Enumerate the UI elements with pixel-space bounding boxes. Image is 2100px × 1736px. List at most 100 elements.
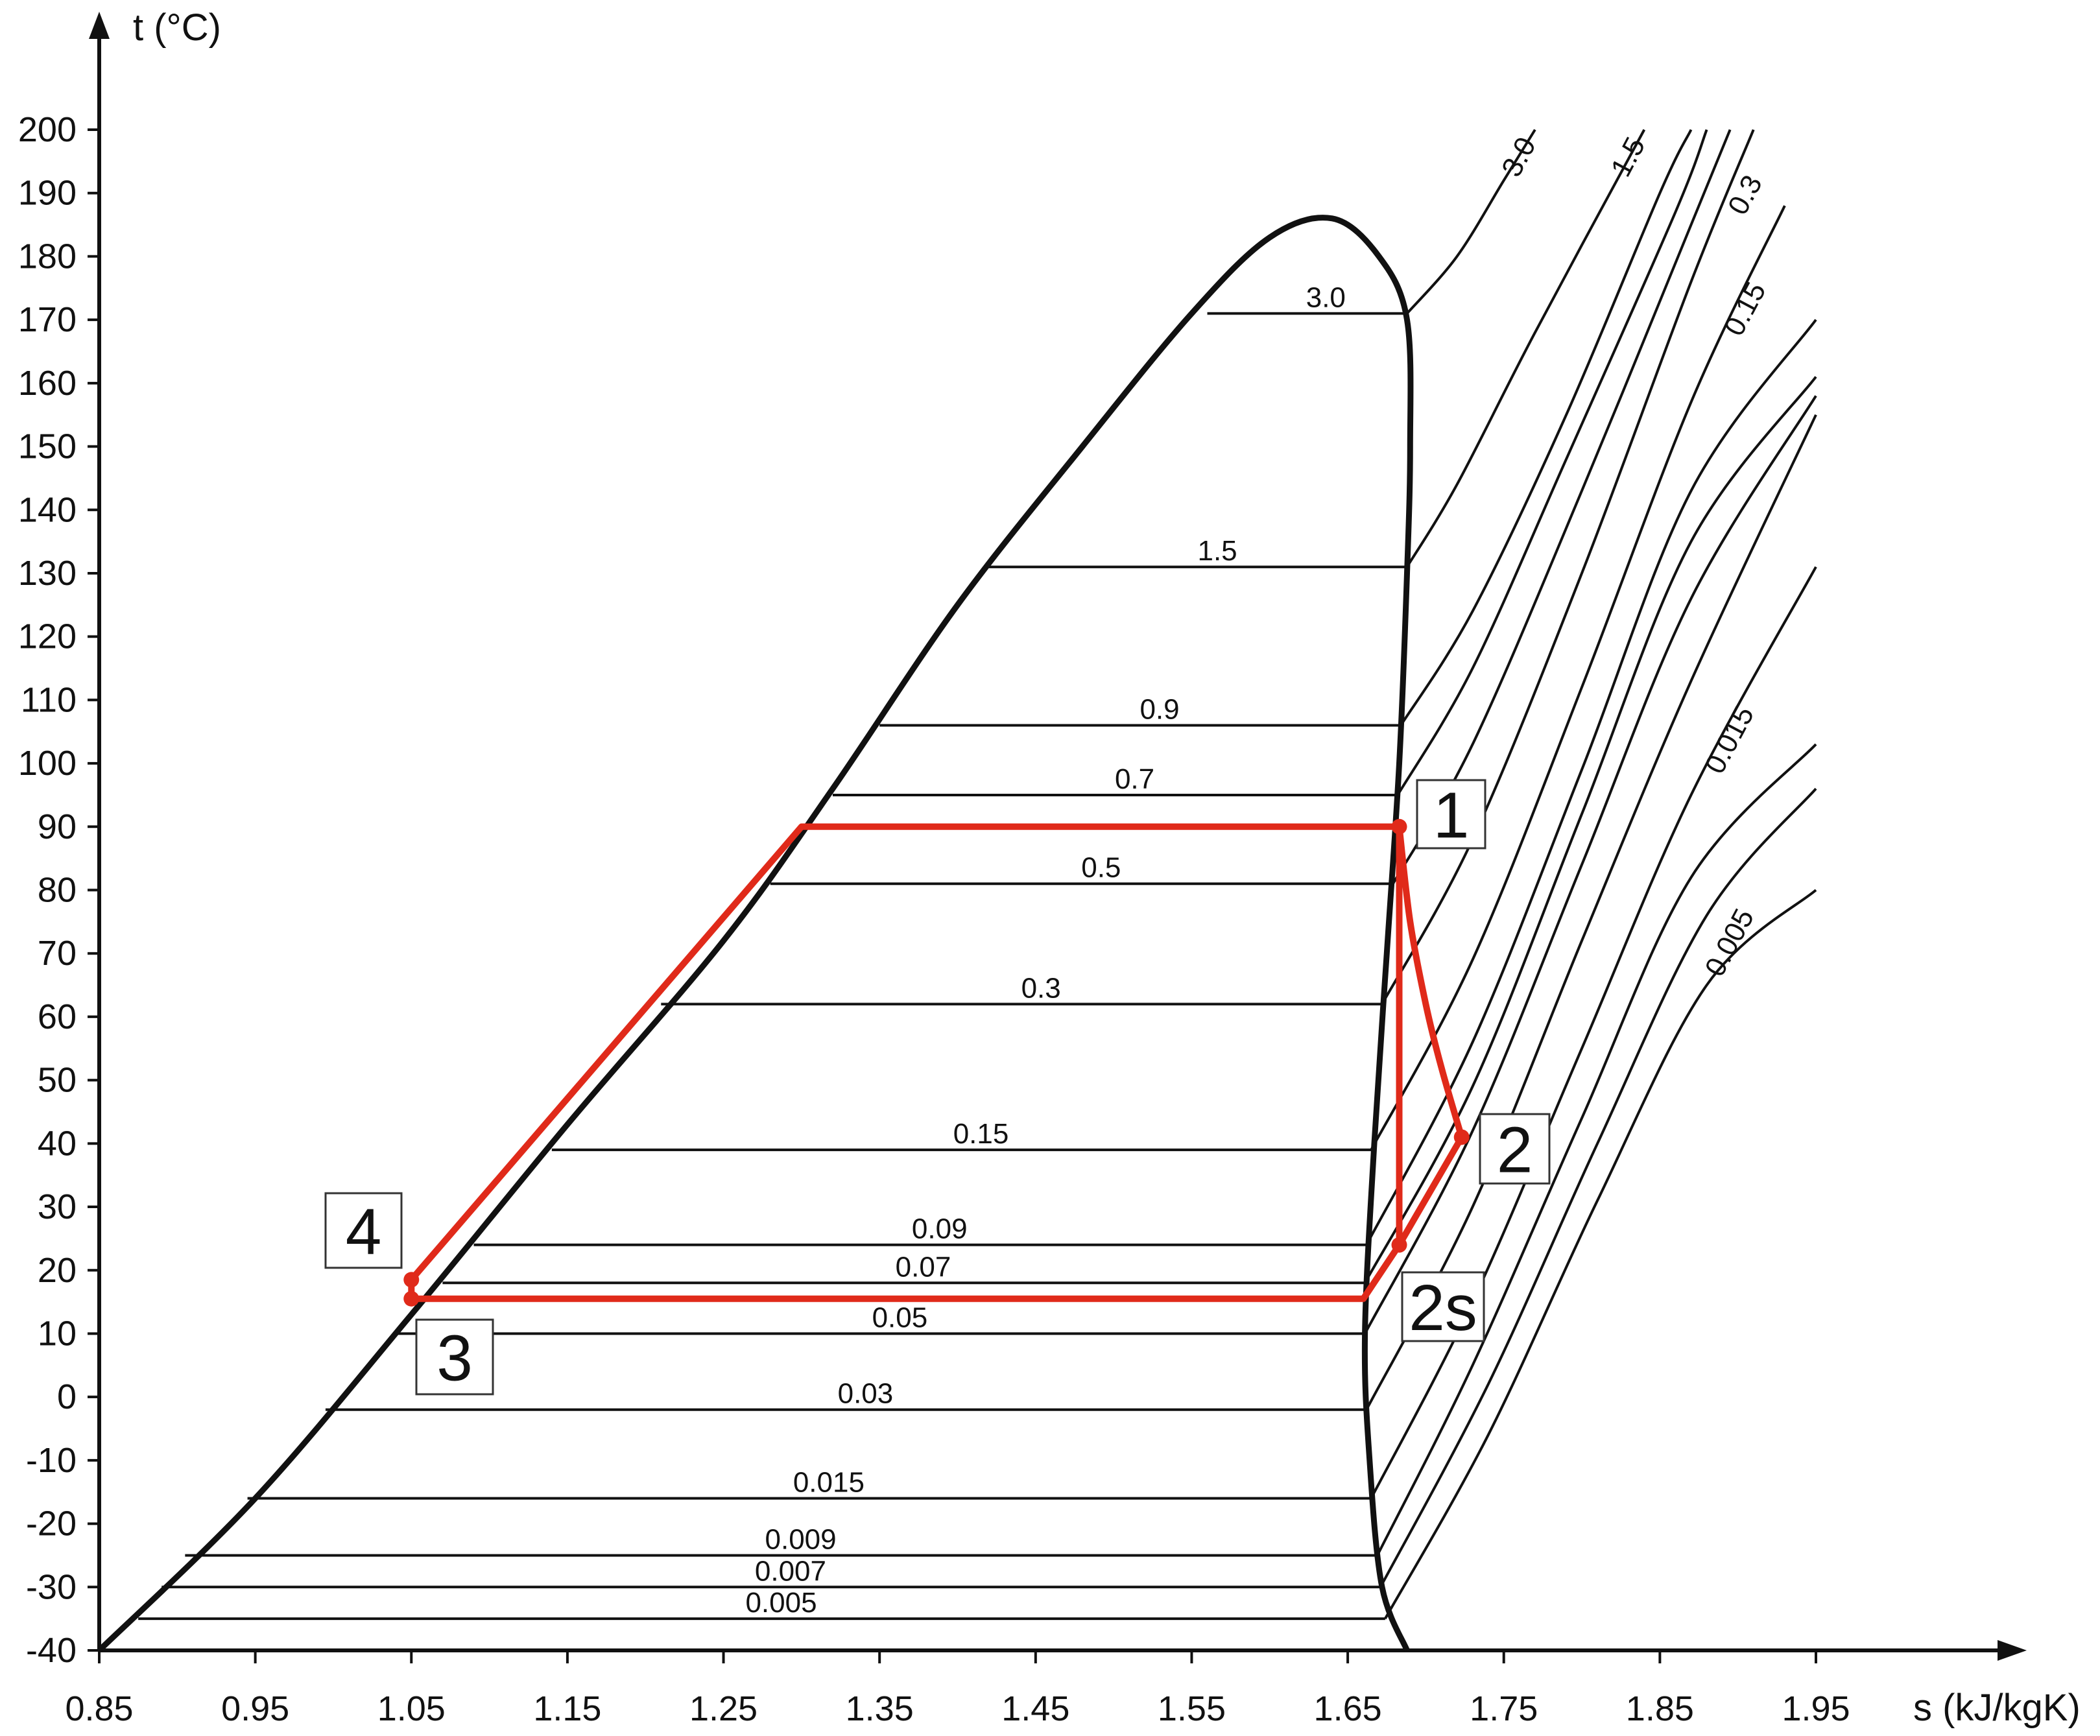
- isobar-label: 0.05: [872, 1302, 928, 1333]
- y-tick-label: 130: [18, 554, 77, 593]
- rankine-cycle: [403, 818, 1470, 1307]
- superheated-isobar-curve: [1405, 128, 1536, 315]
- isobar-label: 1.5: [1197, 535, 1237, 567]
- x-tick-label: 1.45: [1001, 1689, 1069, 1728]
- isobars: 3.0 1.5 0.9 0.7 0.5 0.3 0.15 0.09 0.07 0.05 0.03 0.…: [138, 281, 1407, 1621]
- condenser-desuperheat-path: [1396, 1136, 1465, 1247]
- state-label-box: [324, 1192, 403, 1269]
- y-tick-label: 30: [38, 1187, 77, 1226]
- y-ticks: 2001901801701601501401301201101009080706…: [18, 110, 99, 1670]
- isobar-label: 0.9: [1139, 693, 1179, 725]
- superheated-isobar-curve: [1405, 129, 1646, 568]
- axes: t (°C) s (kJ/kgK): [89, 6, 2081, 1729]
- real-expansion-path: [1396, 826, 1465, 1139]
- y-tick-label: 180: [18, 237, 77, 276]
- x-tick-label: 1.65: [1314, 1689, 1382, 1728]
- y-tick-label: 190: [18, 174, 77, 213]
- state-label-box: [1479, 1113, 1551, 1185]
- isobar-label: 0.15: [953, 1118, 1009, 1150]
- superheated-isobar-curve: [1400, 129, 1693, 726]
- x-tick-label: 1.15: [533, 1689, 601, 1728]
- superheated-isobar-label: 0.015: [1699, 701, 1760, 779]
- state-label-box: [1401, 1271, 1485, 1342]
- superheated-isobar-curve: [1379, 787, 1817, 1588]
- x-tick-label: 0.95: [221, 1689, 289, 1728]
- saturation-dome: [97, 215, 1414, 1653]
- superheated-isobar-label: 1.5: [1605, 132, 1651, 182]
- superheated-isobar-curve: [1396, 129, 1708, 796]
- state-point-marker: [1391, 1237, 1407, 1253]
- isobar-label: 0.09: [912, 1213, 968, 1245]
- isobar-label: 0.07: [896, 1251, 951, 1283]
- cycle-path: [408, 823, 1403, 1302]
- x-tick-label: 1.55: [1158, 1689, 1226, 1728]
- superheated-isobar-label: 3.0: [1496, 132, 1542, 182]
- y-axis-title: t (°C): [133, 6, 221, 49]
- superheated-isobar-curve: [1370, 566, 1817, 1499]
- superheated-isobar-curve: [1384, 888, 1817, 1620]
- y-tick-label: 90: [38, 807, 77, 846]
- y-tick-label: 50: [38, 1061, 77, 1100]
- state-label: 1: [1433, 779, 1470, 852]
- state-label: 2s: [1409, 1272, 1477, 1344]
- x-tick-label: 1.85: [1626, 1689, 1694, 1728]
- x-tick-label: 1.05: [377, 1689, 446, 1728]
- x-tick-label: 1.75: [1470, 1689, 1538, 1728]
- y-tick-label: 160: [18, 364, 77, 403]
- superheated-isobar-label: 0.15: [1718, 277, 1772, 341]
- isobar-label: 0.005: [745, 1587, 817, 1619]
- superheated-isobar-curve: [1370, 205, 1786, 1151]
- y-axis-arrow: [89, 12, 110, 39]
- isobar-label: 0.7: [1115, 763, 1154, 795]
- superheated-isobar-curve: [1363, 375, 1817, 1284]
- x-tick-label: 1.35: [846, 1689, 914, 1728]
- isobar-label: 0.03: [838, 1378, 894, 1410]
- superheated-isobars: [1363, 128, 1817, 1620]
- isobar-label: 0.5: [1081, 852, 1121, 884]
- isobar-label: 0.3: [1021, 972, 1061, 1004]
- isobar-label: 3.0: [1306, 281, 1346, 313]
- y-tick-label: 100: [18, 744, 77, 783]
- y-tick-label: 170: [18, 300, 77, 339]
- state-label: 4: [346, 1196, 382, 1268]
- y-tick-label: -30: [26, 1567, 77, 1606]
- y-tick-label: -10: [26, 1441, 77, 1480]
- isobar-label: 0.015: [793, 1467, 865, 1499]
- state-label-box: [1416, 779, 1486, 850]
- y-tick-label: 80: [38, 871, 77, 910]
- state-point-marker: [403, 1290, 420, 1307]
- isobar-label: 0.009: [765, 1523, 837, 1555]
- y-tick-label: 70: [38, 934, 77, 973]
- cycle-state-labels: 1 2 2s 34: [324, 779, 1551, 1396]
- y-tick-label: 0: [57, 1377, 77, 1416]
- x-ticks: 0.85 0.95 1.05 1.15 1.25 1.35 1.45 1.55 1.65 1.75…: [65, 1650, 1850, 1728]
- y-tick-label: 20: [38, 1251, 77, 1290]
- y-tick-label: 120: [18, 617, 77, 656]
- state-label-box: [415, 1318, 494, 1396]
- y-tick-label: 40: [38, 1124, 77, 1163]
- superheated-isobar-curve: [1365, 318, 1817, 1246]
- superheated-isobar-curve: [1381, 129, 1755, 1005]
- x-axis-arrow: [1998, 1640, 2027, 1661]
- y-tick-label: -20: [26, 1504, 77, 1543]
- superheated-isobar-curve: [1365, 414, 1817, 1410]
- superheated-isobar-label: 0.3: [1722, 170, 1769, 220]
- state-point-marker: [1453, 1129, 1470, 1145]
- isobar-label: 0.007: [755, 1555, 826, 1587]
- y-tick-label: 150: [18, 427, 77, 466]
- y-tick-label: -40: [26, 1631, 77, 1670]
- x-axis-title: s (kJ/kgK): [1913, 1687, 2081, 1729]
- superheated-isobar-curve: [1376, 743, 1817, 1556]
- y-tick-label: 140: [18, 490, 77, 529]
- y-tick-label: 110: [21, 680, 77, 719]
- y-tick-label: 200: [18, 110, 77, 149]
- y-tick-label: 10: [38, 1314, 77, 1353]
- state-point-marker: [403, 1272, 420, 1288]
- state-label: 2: [1497, 1114, 1533, 1187]
- state-label: 3: [436, 1322, 473, 1395]
- superheated-isobar-curve: [1363, 395, 1817, 1335]
- x-tick-label: 1.95: [1782, 1689, 1850, 1728]
- y-tick-label: 60: [38, 997, 77, 1036]
